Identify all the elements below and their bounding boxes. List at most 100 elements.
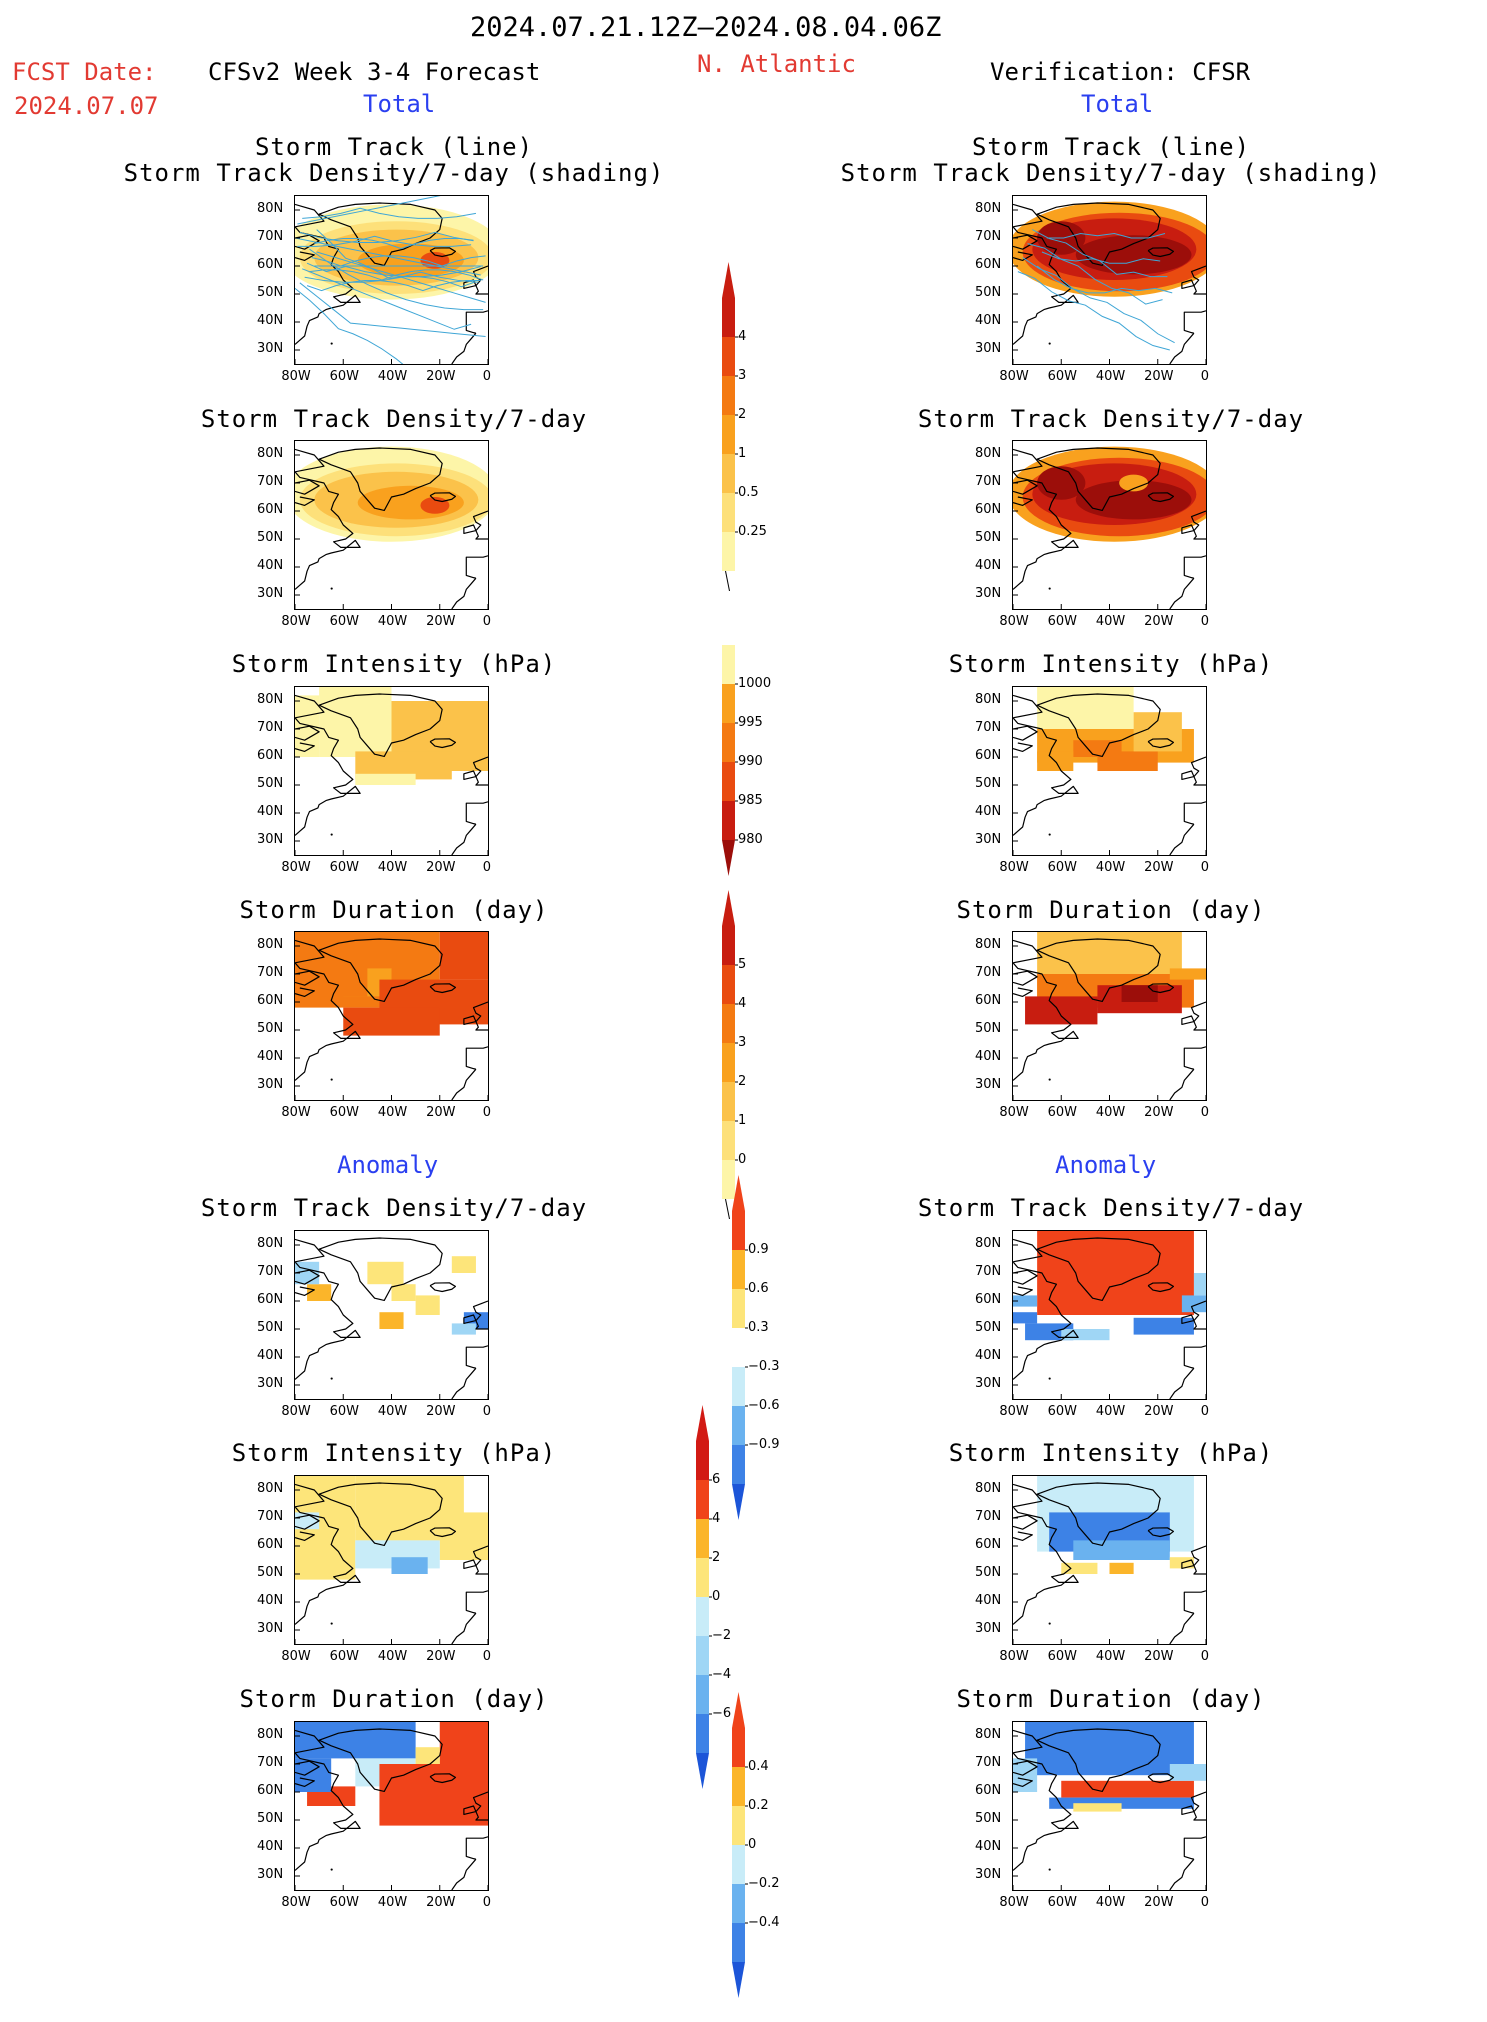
lat-tick-label: 40N — [257, 558, 284, 573]
left-anomaly-label: Anomaly — [337, 1151, 439, 1179]
colorbar-tick-label: 4 — [738, 996, 747, 1011]
lat-tick-label: 60N — [975, 257, 1002, 272]
lat-tick-label: 50N — [975, 530, 1002, 545]
colorbar-tick-label: 6 — [712, 1472, 721, 1487]
lon-tick-label: 80W — [281, 369, 311, 384]
map-duration-anom-right — [1012, 1721, 1207, 1891]
lat-tick-label: 60N — [975, 1292, 1002, 1307]
right-total-label: Total — [1081, 90, 1154, 118]
colorbar-tick-label: −0.2 — [748, 1876, 780, 1891]
lat-tick-label: 70N — [975, 1755, 1002, 1770]
lon-tick-label: 60W — [329, 1105, 360, 1120]
map-canvas — [295, 687, 488, 855]
lon-tick-label: 40W — [1095, 1404, 1126, 1419]
colorbar-tick-label: 0.4 — [748, 1759, 769, 1774]
map-duration-anom-left — [294, 1721, 489, 1891]
lat-tick-label: 50N — [257, 1811, 284, 1826]
colorbar-tick-label: −0.9 — [748, 1437, 780, 1452]
lat-tick-label: 70N — [257, 720, 284, 735]
colorbar-tick-label: 3 — [738, 1035, 747, 1050]
lon-tick-label: 20W — [1144, 369, 1174, 384]
colorbar-graphic — [722, 262, 738, 602]
lat-tick-label: 80N — [257, 937, 284, 952]
lon-tick-label: 20W — [1144, 1404, 1174, 1419]
lon-tick-label: 40W — [377, 1895, 408, 1910]
lat-tick-label: 80N — [257, 446, 284, 461]
lat-tick-label: 60N — [257, 748, 284, 763]
lat-tick-label: 80N — [257, 692, 284, 707]
lat-tick-label: 40N — [975, 1839, 1002, 1854]
colorbar-tick-label: −2 — [712, 1628, 732, 1643]
lon-tick-label: 60W — [329, 369, 360, 384]
colorbar-tick-label: 4 — [712, 1511, 721, 1526]
colorbar-duration-total — [722, 890, 752, 1230]
panel-title-duration-anom-right: Storm Duration (day) — [956, 1685, 1266, 1713]
colorbar-density-total — [722, 262, 752, 602]
lat-tick-label: 60N — [975, 748, 1002, 763]
colorbar-tick-label: 0.3 — [748, 1320, 769, 1335]
fcst-date-value: 2024.07.07 — [14, 92, 159, 120]
lat-tick-label: 60N — [257, 502, 284, 517]
lat-tick-label: 40N — [975, 1348, 1002, 1363]
lat-tick-label: 40N — [975, 313, 1002, 328]
lon-tick-label: 20W — [1144, 1105, 1174, 1120]
lat-tick-label: 80N — [257, 1236, 284, 1251]
lat-tick-label: 70N — [975, 1509, 1002, 1524]
colorbar-tick-label: 0.6 — [748, 1281, 769, 1296]
lon-tick-label: 80W — [281, 1404, 311, 1419]
right-column-title: Verification: CFSR — [990, 58, 1251, 86]
lon-tick-label: 40W — [1095, 860, 1126, 875]
region-label: N. Atlantic — [697, 50, 856, 78]
lon-tick-label: 20W — [1144, 1895, 1174, 1910]
lat-tick-label: 70N — [975, 474, 1002, 489]
colorbar-tick-label: 1 — [738, 446, 747, 461]
map-canvas — [295, 1722, 488, 1890]
colorbar-graphic — [722, 890, 738, 1230]
panel-title-track-line-right: Storm Track (line) — [971, 133, 1251, 161]
lat-tick-label: 30N — [975, 1376, 1002, 1391]
panel-title-density-anom-right: Storm Track Density/7-day — [917, 1194, 1305, 1222]
colorbar-tick-label: −0.6 — [748, 1398, 780, 1413]
lat-tick-label: 40N — [257, 1593, 284, 1608]
map-canvas — [1013, 446, 1206, 609]
colorbar-tick-label: 0 — [738, 1152, 747, 1167]
colorbar-tick-label: 5 — [738, 957, 747, 972]
lon-tick-label: 60W — [1047, 1404, 1078, 1419]
right-anomaly-label: Anomaly — [1055, 1151, 1157, 1179]
lon-tick-label: 60W — [329, 614, 360, 629]
lon-tick-label: 60W — [329, 1649, 360, 1664]
map-density-left — [294, 440, 489, 610]
lat-tick-label: 60N — [975, 1783, 1002, 1798]
lat-tick-label: 40N — [975, 804, 1002, 819]
panel-title-density-anom-left: Storm Track Density/7-day — [200, 1194, 588, 1222]
lon-tick-label: 0 — [1200, 369, 1210, 384]
map-canvas — [1013, 932, 1206, 1100]
lon-tick-label: 80W — [281, 1105, 311, 1120]
colorbar-tick-label: 0.2 — [748, 1798, 769, 1813]
lat-tick-label: 70N — [257, 1755, 284, 1770]
left-column-title: CFSv2 Week 3-4 Forecast — [208, 58, 541, 86]
map-canvas — [1013, 1722, 1206, 1890]
lat-tick-label: 80N — [975, 446, 1002, 461]
map-intensity-left — [294, 686, 489, 856]
lat-tick-label: 80N — [257, 1481, 284, 1496]
map-track-left — [294, 195, 489, 365]
lat-tick-label: 80N — [975, 1236, 1002, 1251]
lat-tick-label: 40N — [975, 1049, 1002, 1064]
lat-tick-label: 60N — [257, 993, 284, 1008]
panel-title-duration-right: Storm Duration (day) — [956, 896, 1266, 924]
lon-tick-label: 40W — [1095, 614, 1126, 629]
lat-tick-label: 80N — [975, 937, 1002, 952]
lat-tick-label: 60N — [257, 1292, 284, 1307]
lat-tick-label: 50N — [257, 530, 284, 545]
panel-title-duration-anom-left: Storm Duration (day) — [239, 1685, 549, 1713]
colorbar-tick-label: 3 — [738, 368, 747, 383]
lon-tick-label: 0 — [1200, 860, 1210, 875]
colorbar-graphic — [722, 645, 738, 876]
lat-tick-label: 40N — [257, 1049, 284, 1064]
lat-tick-label: 60N — [257, 257, 284, 272]
map-canvas — [295, 1237, 488, 1399]
colorbar-tick-label: 1000 — [738, 676, 772, 691]
map-canvas — [295, 932, 488, 1100]
lon-tick-label: 60W — [1047, 614, 1078, 629]
